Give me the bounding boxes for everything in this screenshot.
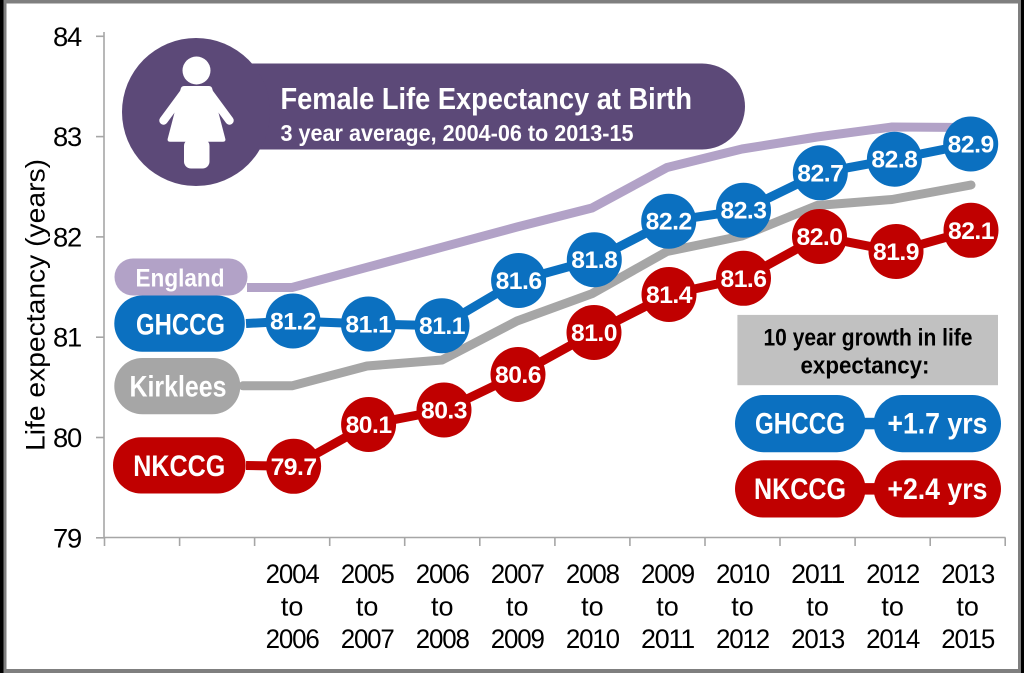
- svg-text:NKCCG: NKCCG: [754, 473, 846, 506]
- svg-text:82.9: 82.9: [948, 132, 994, 159]
- svg-text:81.4: 81.4: [646, 282, 693, 309]
- svg-text:10 year growth in life: 10 year growth in life: [764, 324, 973, 351]
- svg-text:+2.4 yrs: +2.4 yrs: [887, 473, 987, 506]
- svg-text:3 year average, 2004-06 to 201: 3 year average, 2004-06 to 2013-15: [281, 120, 634, 146]
- svg-text:80: 80: [53, 423, 81, 453]
- svg-text:2005: 2005: [341, 559, 394, 589]
- svg-text:2010: 2010: [566, 624, 619, 654]
- svg-text:2007: 2007: [491, 559, 544, 589]
- svg-text:to: to: [731, 592, 754, 622]
- svg-text:to: to: [656, 592, 679, 622]
- svg-text:to: to: [881, 592, 904, 622]
- svg-text:2009: 2009: [641, 559, 694, 589]
- svg-text:+1.7 yrs: +1.7 yrs: [887, 408, 987, 441]
- svg-text:to: to: [506, 592, 529, 622]
- svg-text:GHCCG: GHCCG: [755, 408, 845, 441]
- svg-text:84: 84: [53, 22, 82, 52]
- svg-text:82.7: 82.7: [797, 160, 843, 187]
- svg-text:2014: 2014: [866, 624, 920, 654]
- svg-text:to: to: [431, 592, 454, 622]
- svg-text:2007: 2007: [341, 624, 394, 654]
- svg-text:79.7: 79.7: [271, 454, 317, 481]
- svg-text:2012: 2012: [716, 624, 769, 654]
- svg-text:82.3: 82.3: [721, 198, 767, 225]
- svg-text:Life expectancy (years): Life expectancy (years): [21, 159, 51, 451]
- svg-text:81.9: 81.9: [873, 239, 919, 266]
- svg-text:2015: 2015: [941, 624, 994, 654]
- svg-text:2008: 2008: [416, 624, 469, 654]
- svg-text:Kirklees: Kirklees: [130, 370, 227, 403]
- svg-text:NKCCG: NKCCG: [133, 450, 225, 483]
- svg-text:82.2: 82.2: [646, 209, 692, 236]
- svg-text:81.0: 81.0: [571, 320, 617, 347]
- svg-text:to: to: [356, 592, 379, 622]
- svg-text:81.6: 81.6: [721, 266, 767, 293]
- svg-text:2013: 2013: [941, 559, 994, 589]
- svg-text:82: 82: [53, 222, 81, 252]
- svg-text:81: 81: [53, 323, 81, 353]
- svg-text:81.1: 81.1: [345, 312, 391, 339]
- svg-text:81.2: 81.2: [270, 309, 316, 336]
- svg-text:80.6: 80.6: [495, 362, 541, 389]
- svg-text:Female Life Expectancy at Birt: Female Life Expectancy at Birth: [281, 81, 693, 116]
- svg-text:81.8: 81.8: [571, 247, 617, 274]
- svg-text:2004: 2004: [266, 559, 320, 589]
- svg-text:82.0: 82.0: [797, 224, 843, 251]
- svg-text:to: to: [956, 592, 979, 622]
- svg-text:80.3: 80.3: [421, 398, 467, 425]
- svg-text:to: to: [581, 592, 604, 622]
- svg-text:2013: 2013: [791, 624, 844, 654]
- svg-text:81.6: 81.6: [496, 268, 542, 295]
- svg-text:2006: 2006: [416, 559, 469, 589]
- svg-text:80.1: 80.1: [346, 412, 392, 439]
- svg-text:2006: 2006: [266, 624, 319, 654]
- svg-text:82.1: 82.1: [948, 218, 994, 245]
- svg-text:2010: 2010: [716, 559, 769, 589]
- svg-text:2012: 2012: [866, 559, 919, 589]
- svg-text:82.8: 82.8: [871, 147, 917, 174]
- svg-text:to: to: [806, 592, 829, 622]
- svg-text:81.1: 81.1: [419, 313, 465, 340]
- svg-text:2008: 2008: [566, 559, 619, 589]
- svg-text:to: to: [281, 592, 304, 622]
- svg-text:England: England: [136, 265, 225, 293]
- svg-text:2011: 2011: [791, 559, 844, 589]
- svg-text:GHCCG: GHCCG: [136, 308, 225, 341]
- svg-text:83: 83: [53, 122, 81, 152]
- svg-text:79: 79: [53, 523, 81, 553]
- svg-text:2011: 2011: [641, 624, 694, 654]
- svg-text:expectancy:: expectancy:: [801, 352, 930, 379]
- svg-text:2009: 2009: [491, 624, 544, 654]
